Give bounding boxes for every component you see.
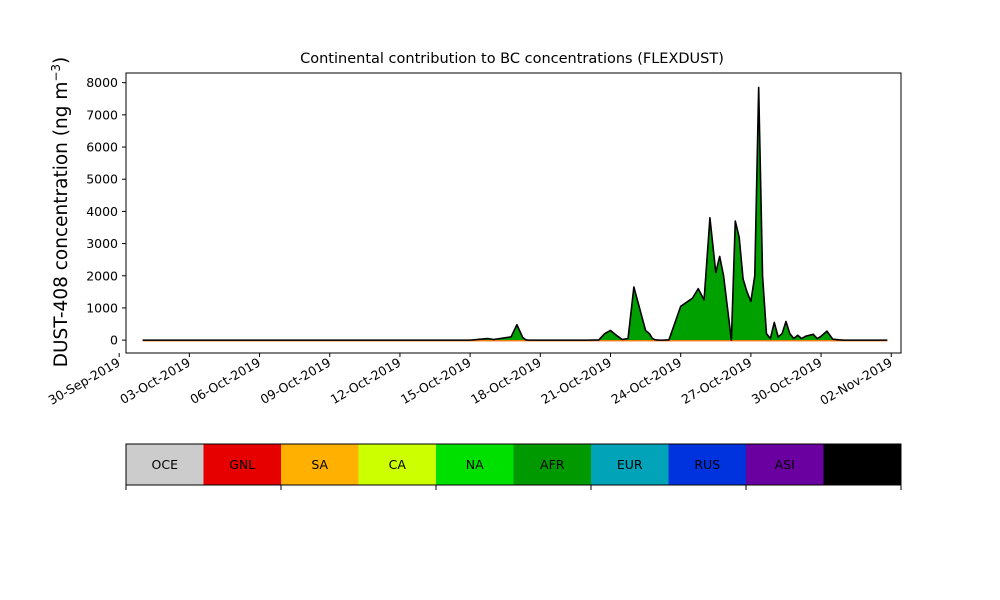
x-tick-label: 03-Oct-2019 — [117, 355, 193, 407]
legend-label-asi: ASI — [775, 457, 795, 472]
legend-label-oce: OCE — [152, 457, 179, 472]
legend-label-gnl: GNL — [229, 457, 255, 472]
y-tick-label: 3000 — [86, 236, 118, 251]
legend-swatch-afr — [513, 444, 592, 485]
y-tick-label: 1000 — [86, 300, 118, 315]
legend-label-afr: AFR — [540, 457, 565, 472]
legend-label-rus: RUS — [694, 457, 720, 472]
legend-swatch-sa — [281, 444, 359, 485]
x-tick-label: 30-Oct-2019 — [749, 355, 825, 407]
legend-swatch-oce — [126, 444, 204, 485]
y-tick-label: 0 — [110, 333, 118, 348]
y-tick-label: 2000 — [86, 268, 118, 283]
y-axis-label-superscript: −3 — [49, 64, 63, 82]
y-tick-label: 6000 — [86, 140, 118, 155]
x-axis: 30-Sep-201903-Oct-201906-Oct-201909-Oct-… — [46, 353, 895, 408]
legend-label-na: NA — [466, 457, 484, 472]
y-tick-label: 8000 — [86, 75, 118, 90]
legend-label-aus: AUS — [849, 457, 875, 472]
legend-swatch-eur — [591, 444, 669, 485]
legend-swatch-na — [436, 444, 514, 485]
y-axis-label-suffix: ) — [51, 57, 72, 64]
chart-title: Continental contribution to BC concentra… — [300, 51, 724, 67]
x-tick-label: 21-Oct-2019 — [538, 355, 614, 407]
legend-colorbar: OCE GNL SA CA NA AFR EUR RUS ASI AUS — [125, 443, 902, 490]
x-tick-label: 09-Oct-2019 — [258, 355, 334, 407]
x-tick-label: 06-Oct-2019 — [187, 355, 263, 407]
legend-label-sa: SA — [311, 457, 328, 472]
legend-label-ca: CA — [389, 457, 407, 472]
legend-swatch-gnl — [203, 444, 282, 485]
y-axis-label: DUST-408 concentration (ng m−3) — [49, 57, 72, 368]
afr-area — [142, 87, 888, 341]
legend-swatch-ca — [358, 444, 437, 485]
legend-swatch-aus — [823, 444, 902, 485]
x-tick-label: 15-Oct-2019 — [398, 355, 474, 407]
y-axis-label-main: DUST-408 concentration (ng m — [51, 82, 72, 368]
y-tick-label: 5000 — [86, 172, 118, 187]
y-tick-label: 7000 — [86, 107, 118, 122]
legend-frame — [125, 443, 902, 486]
legend-label-eur: EUR — [617, 457, 643, 472]
x-tick-label: 12-Oct-2019 — [328, 355, 404, 407]
x-tick-label: 24-Oct-2019 — [609, 355, 685, 407]
legend-swatch-asi — [746, 444, 824, 485]
plot-area — [142, 86, 888, 342]
x-tick-label: 18-Oct-2019 — [468, 355, 544, 407]
x-tick-label: 02-Nov-2019 — [817, 355, 895, 408]
legend-swatch-rus — [668, 444, 747, 485]
x-tick-label: 27-Oct-2019 — [679, 355, 755, 407]
y-axis: 0 1000 2000 3000 4000 5000 6000 7000 8000 — [86, 75, 126, 348]
plot-frame — [125, 72, 902, 354]
total-outline — [142, 86, 888, 341]
y-tick-label: 4000 — [86, 204, 118, 219]
